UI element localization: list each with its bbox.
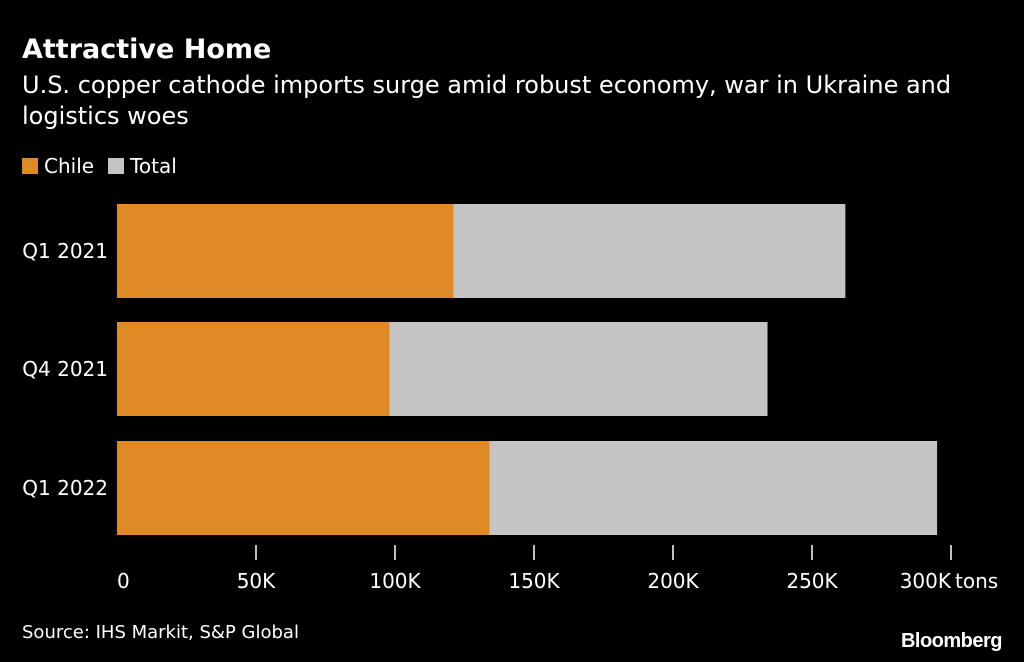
bloomberg-logo: Bloomberg <box>900 630 1003 652</box>
bar-chile <box>117 322 390 416</box>
x-tick-label: 150K <box>508 569 560 593</box>
x-tick-label: 50K <box>237 569 276 593</box>
legend-item-total: Total <box>108 154 177 178</box>
chart-subtitle: U.S. copper cathode imports surge amid r… <box>22 71 952 130</box>
category-label: Q1 2022 <box>22 476 108 500</box>
x-unit-label: tons <box>955 569 998 593</box>
x-tick-label: 0 <box>117 569 130 593</box>
x-tick-label: 100K <box>369 569 421 593</box>
x-tick-label: 200K <box>647 569 699 593</box>
legend-item-chile: Chile <box>22 154 94 178</box>
x-tick-label: 250K <box>786 569 838 593</box>
bar-chile <box>117 441 490 535</box>
legend-swatch-total <box>108 158 125 174</box>
legend-swatch-chile <box>22 158 38 174</box>
x-tick-label: 300K <box>900 569 952 593</box>
bar-chile <box>117 204 454 298</box>
source-note: Source: IHS Markit, S&P Global <box>22 622 299 643</box>
category-label: Q4 2021 <box>22 357 108 381</box>
legend-label: Total <box>130 154 177 178</box>
legend-label: Chile <box>44 154 95 178</box>
category-label: Q1 2021 <box>22 239 108 263</box>
chart-title: Attractive Home <box>22 34 272 65</box>
legend: Chile Total <box>22 154 177 178</box>
